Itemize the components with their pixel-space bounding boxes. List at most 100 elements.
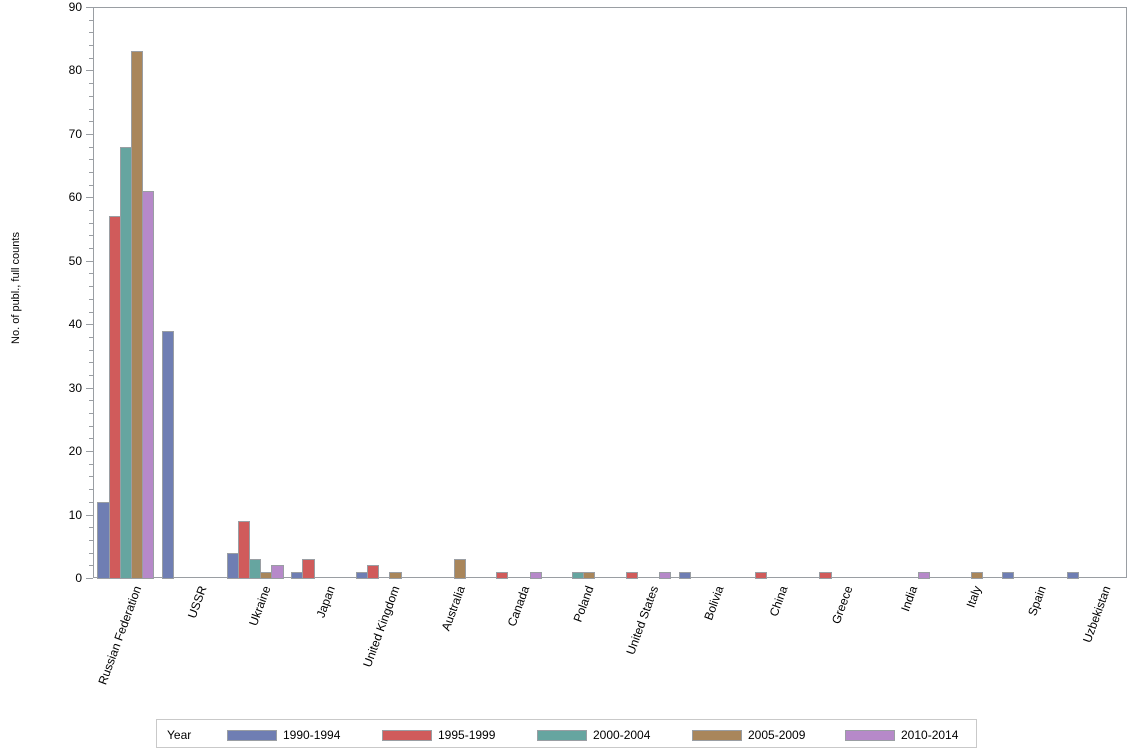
y-tick — [86, 260, 93, 262]
y-tick — [86, 7, 93, 8]
x-tick-label: India — [897, 584, 920, 614]
y-tick — [86, 578, 93, 579]
x-tick-label: Uzbekistan — [1080, 584, 1114, 645]
y-tick-label: 80 — [68, 63, 82, 78]
y-minor-tick — [89, 146, 93, 148]
bar — [917, 571, 930, 579]
y-minor-tick — [89, 463, 93, 465]
y-minor-tick — [89, 501, 93, 503]
y-tick — [86, 197, 93, 199]
y-tick — [86, 451, 93, 453]
y-minor-tick — [89, 108, 93, 110]
y-minor-tick — [89, 539, 93, 541]
y-minor-tick — [89, 235, 93, 237]
y-tick-label: 0 — [75, 571, 82, 585]
legend-label: 2000-2004 — [593, 728, 651, 742]
y-minor-tick — [89, 489, 93, 491]
y-minor-tick — [89, 273, 93, 275]
bar — [625, 571, 638, 579]
y-minor-tick — [89, 425, 93, 427]
y-minor-tick — [89, 374, 93, 376]
legend-swatch — [227, 729, 277, 741]
y-tick-label: 70 — [68, 126, 82, 141]
legend-swatch — [382, 729, 432, 741]
y-minor-tick — [89, 413, 93, 415]
y-minor-tick — [89, 95, 93, 97]
y-minor-tick — [89, 298, 93, 300]
bar — [583, 571, 596, 579]
bar — [454, 558, 467, 579]
y-tick — [86, 324, 93, 326]
y-minor-tick — [89, 400, 93, 402]
x-tick-label: Poland — [570, 584, 597, 624]
y-tick-label: 60 — [68, 190, 82, 205]
y-minor-tick — [89, 438, 93, 440]
bar — [754, 571, 767, 579]
legend-swatch — [845, 729, 895, 741]
legend-label: 1995-1999 — [438, 728, 496, 742]
y-minor-tick — [89, 527, 93, 529]
legend-item: 1990-1994 — [227, 728, 340, 742]
y-minor-tick — [89, 159, 93, 161]
x-tick-label: Bolivia — [700, 584, 727, 623]
x-tick-label: Australia — [438, 584, 468, 633]
y-minor-tick — [89, 565, 93, 567]
bar — [529, 571, 543, 579]
y-minor-tick — [89, 286, 93, 288]
y-tick — [86, 133, 93, 135]
bar — [678, 571, 692, 579]
y-minor-tick — [89, 248, 93, 250]
bar — [1066, 571, 1079, 579]
legend-title: Year — [167, 728, 192, 742]
y-tick-label: 50 — [68, 253, 82, 268]
y-minor-tick — [89, 349, 93, 351]
y-minor-tick — [89, 171, 93, 173]
legend: Year 1990-1994 1995-1999 2000-2004 2005-200… — [156, 719, 977, 748]
bar — [389, 571, 402, 579]
x-tick-label: China — [766, 584, 791, 619]
legend-item: 2000-2004 — [537, 728, 650, 742]
x-tick-label: United Kingdom — [360, 584, 403, 670]
legend-swatch — [692, 729, 742, 741]
bar — [271, 565, 284, 579]
legend-swatch — [537, 729, 587, 741]
y-minor-tick — [89, 32, 93, 34]
x-tick-label: Greece — [828, 584, 856, 626]
x-tick-label: Ukraine — [246, 584, 274, 628]
y-tick-label: 20 — [68, 444, 82, 459]
y-minor-tick — [89, 19, 93, 21]
x-tick-label: Italy — [963, 584, 985, 610]
y-minor-tick — [89, 552, 93, 554]
y-tick-label: 90 — [68, 0, 82, 14]
legend-item: 2005-2009 — [692, 728, 805, 742]
y-minor-tick — [89, 83, 93, 85]
legend-item: 1995-1999 — [382, 728, 495, 742]
y-minor-tick — [89, 311, 93, 313]
y-axis-title: No. of publ., full counts — [10, 232, 22, 344]
y-minor-tick — [89, 362, 93, 364]
legend-item: 2010-2014 — [845, 728, 958, 742]
x-tick-label: USSR — [184, 584, 210, 621]
legend-label: 1990-1994 — [283, 728, 341, 742]
y-minor-tick — [89, 57, 93, 59]
y-tick — [86, 514, 93, 516]
x-tick-label: Russian Federation — [95, 584, 145, 687]
legend-label: 2005-2009 — [748, 728, 806, 742]
bar — [971, 571, 984, 579]
bar — [659, 571, 672, 579]
x-tick-label: Canada — [504, 584, 533, 629]
bar — [142, 190, 155, 579]
bar — [302, 558, 315, 579]
bar — [248, 558, 262, 579]
x-tick-label: Japan — [314, 584, 339, 620]
y-minor-tick — [89, 121, 93, 123]
y-tick-label: 40 — [68, 317, 82, 332]
y-minor-tick — [89, 45, 93, 47]
x-tick-label: United States — [623, 584, 662, 657]
x-tick-label: Spain — [1025, 584, 1050, 618]
y-minor-tick — [89, 184, 93, 186]
y-tick — [86, 70, 93, 72]
bar — [367, 565, 380, 579]
y-minor-tick — [89, 222, 93, 224]
y-tick-label: 30 — [68, 380, 82, 395]
